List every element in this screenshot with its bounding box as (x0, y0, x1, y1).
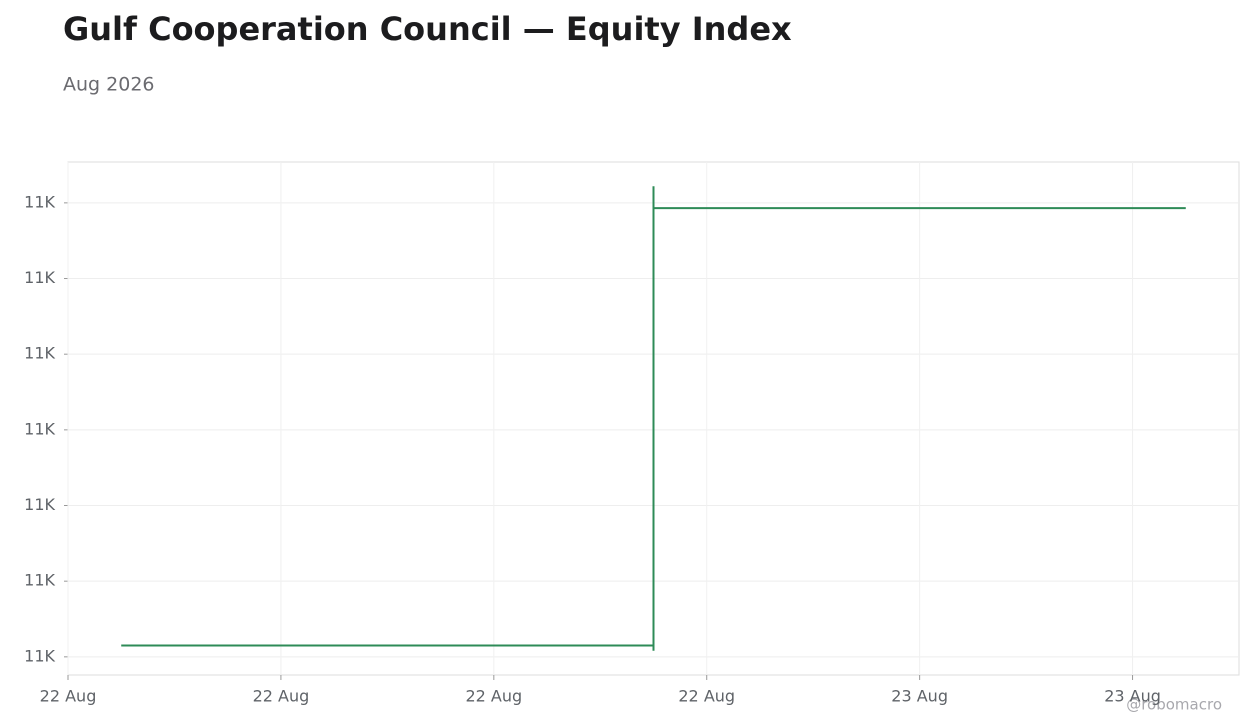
y-tick-label: 11K (24, 344, 55, 363)
y-tick-label: 11K (24, 571, 55, 590)
y-tick-label: 11K (24, 419, 55, 438)
y-tick-label: 11K (24, 495, 55, 514)
chart-title: Gulf Cooperation Council — Equity Index (63, 10, 792, 48)
x-tick-label: 22 Aug (40, 687, 97, 706)
line (121, 186, 1186, 651)
x-tick-label: 22 Aug (465, 687, 522, 706)
y-tick-label: 11K (24, 192, 55, 211)
x-tick-label: 22 Aug (253, 687, 310, 706)
x-tick-label: 22 Aug (678, 687, 735, 706)
y-tick-label: 11K (24, 268, 55, 287)
x-tick-label: 23 Aug (891, 687, 948, 706)
x-tick-label: 23 Aug (1104, 687, 1161, 706)
watermark: @robomacro (1126, 696, 1222, 714)
y-tick-label: 11K (24, 646, 55, 665)
chart-subtitle: Aug 2026 (63, 74, 155, 96)
